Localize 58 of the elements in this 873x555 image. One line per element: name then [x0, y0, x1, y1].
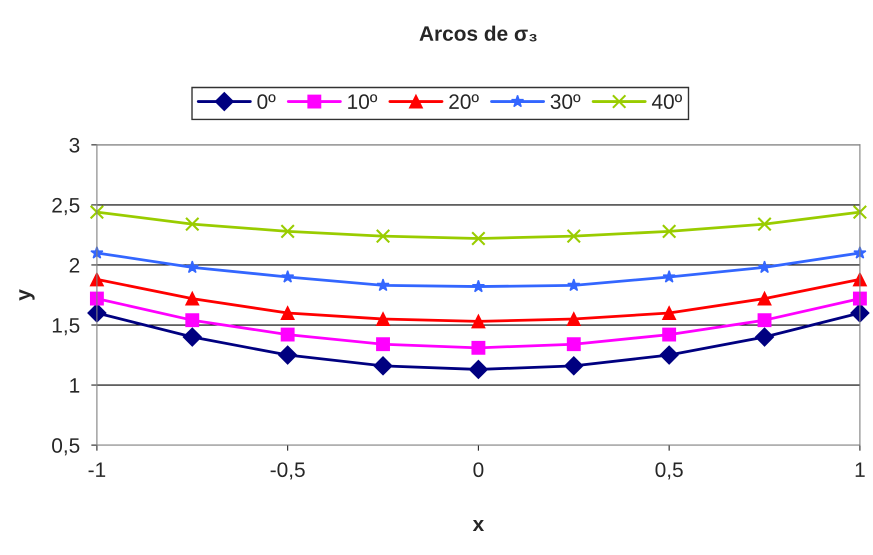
point	[757, 216, 772, 232]
y-tick-label: 2,5	[52, 198, 80, 216]
y-tick-label: 0,5	[52, 438, 80, 456]
point	[564, 356, 584, 376]
point	[758, 292, 772, 306]
x-tick-label: 1	[856, 462, 865, 477]
x-tick-label: 0	[473, 462, 484, 478]
point	[376, 337, 390, 352]
point	[90, 204, 104, 220]
legend-label: 10º	[348, 94, 378, 110]
legend-label: 20º	[449, 94, 479, 110]
point	[376, 278, 390, 292]
x-tick-label: -0,5	[270, 462, 305, 480]
point	[376, 312, 390, 326]
y-tick-label: 3	[69, 138, 80, 153]
point	[90, 292, 104, 306]
point	[566, 312, 581, 326]
point	[758, 313, 772, 328]
point	[373, 356, 393, 376]
point	[471, 231, 486, 246]
point	[280, 306, 295, 320]
point	[185, 292, 200, 306]
x-axis-title: x	[472, 520, 484, 532]
point	[567, 278, 580, 292]
point	[662, 306, 676, 320]
legend-label: 30º	[550, 94, 580, 110]
point	[472, 280, 486, 292]
point	[281, 270, 294, 283]
y-axis-title: y	[19, 289, 35, 301]
point	[471, 314, 486, 328]
point	[852, 204, 868, 220]
point	[468, 360, 488, 379]
point	[662, 270, 676, 283]
point	[280, 224, 295, 239]
legend-label: 40º	[652, 94, 682, 110]
point	[471, 340, 486, 355]
point	[662, 328, 676, 342]
point	[280, 328, 295, 342]
chart-title: Arcos de σ₃	[420, 26, 537, 42]
legend-label: 0º	[257, 94, 276, 110]
point	[376, 228, 390, 244]
point	[852, 292, 867, 306]
x-tick-label: 0,5	[655, 462, 683, 480]
point	[185, 313, 200, 328]
y-tick-label: 2	[70, 258, 80, 273]
point	[566, 337, 581, 352]
point	[754, 327, 774, 347]
point	[758, 260, 772, 274]
y-tick-label: 1,5	[52, 318, 80, 336]
point	[566, 228, 582, 244]
point	[278, 346, 298, 365]
point	[184, 216, 200, 232]
point	[182, 327, 202, 347]
point	[186, 260, 199, 274]
point	[660, 346, 679, 365]
point	[662, 224, 676, 239]
x-tick-label: -1	[88, 462, 106, 477]
y-tick-label: 1	[70, 378, 80, 393]
